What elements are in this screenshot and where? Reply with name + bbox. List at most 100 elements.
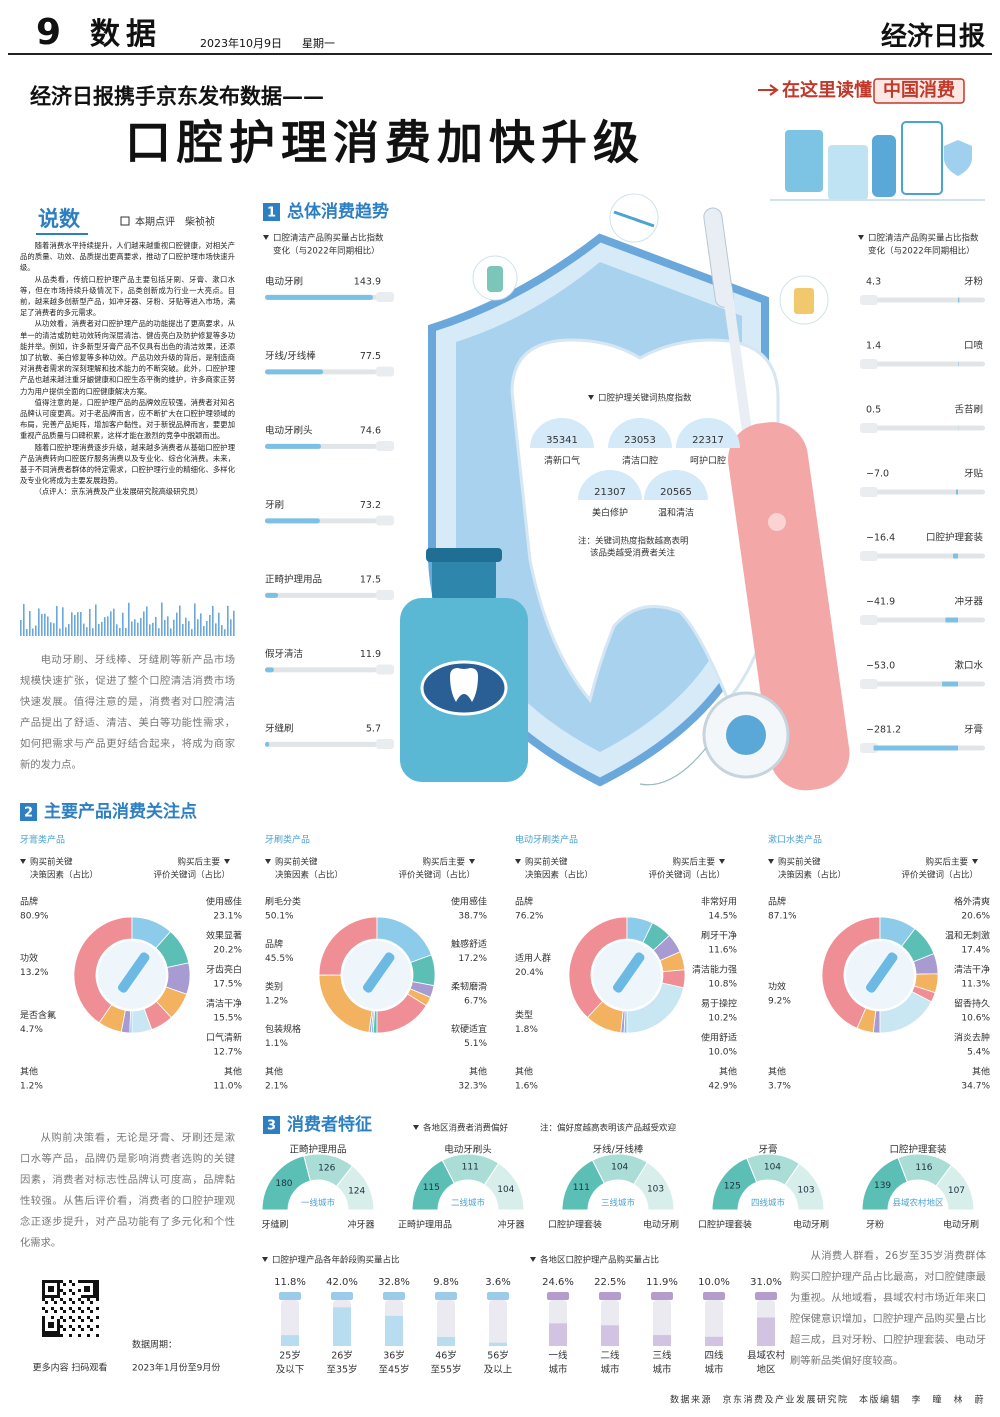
product-icon bbox=[613, 952, 645, 993]
keyword-name: 使用感佳 bbox=[451, 896, 487, 908]
qr-cell bbox=[51, 1322, 54, 1325]
qr-cell bbox=[57, 1283, 60, 1286]
qr-cell bbox=[90, 1310, 93, 1313]
keyword-value: 10.6% bbox=[961, 1014, 990, 1024]
brush-track bbox=[877, 361, 985, 367]
item-name: 牙膏 bbox=[964, 724, 983, 736]
qr-cell bbox=[78, 1307, 81, 1310]
qr-cell bbox=[42, 1322, 45, 1325]
brush-head bbox=[860, 487, 878, 497]
gauge-top-name: 电动牙刷头 bbox=[444, 1144, 492, 1156]
brush-head bbox=[860, 551, 878, 561]
bar bbox=[265, 592, 279, 598]
note: 各地区口腔护理产品购买量占比 bbox=[540, 1255, 659, 1266]
qr-cell bbox=[87, 1295, 90, 1298]
item-value: −281.2 bbox=[866, 725, 901, 736]
tube-label: 城市 bbox=[600, 1364, 620, 1376]
qr-cell bbox=[78, 1280, 81, 1283]
gauge-region: 一线城市 bbox=[301, 1198, 336, 1209]
panel-title: 牙刷类产品 bbox=[265, 834, 310, 846]
decor-bar bbox=[77, 612, 79, 636]
factor-value: 20.4% bbox=[515, 968, 544, 978]
qr-cell bbox=[72, 1328, 75, 1331]
section-badge bbox=[263, 203, 280, 221]
qr-cell bbox=[81, 1295, 84, 1298]
keyword-value: 20.2% bbox=[213, 946, 242, 956]
qr-cell bbox=[69, 1307, 72, 1310]
tube-cap bbox=[599, 1292, 621, 1300]
donut-segment bbox=[626, 982, 685, 1034]
decor-bar bbox=[101, 621, 103, 636]
commentary-body: 随着消费水平持续提升，人们越来越重视口腔健康，对相关产品的质量、功效、品质提出更… bbox=[20, 240, 235, 498]
tube-label: 二线 bbox=[600, 1350, 620, 1362]
qr-cell bbox=[51, 1307, 54, 1310]
decor-bar bbox=[95, 604, 97, 636]
decor-bar bbox=[26, 629, 28, 636]
qr-cell bbox=[51, 1280, 54, 1283]
factor-name: 类别 bbox=[265, 981, 283, 993]
decor-bar bbox=[110, 611, 112, 636]
gauge-segment bbox=[483, 1162, 525, 1211]
qr-cell bbox=[63, 1292, 66, 1295]
factor-value: 3.7% bbox=[768, 1082, 791, 1092]
qr-cell bbox=[69, 1289, 72, 1292]
gauge-left-name: 口腔护理套装 bbox=[698, 1219, 752, 1231]
brush-track bbox=[265, 667, 377, 673]
keyword-name: 清洁干净 bbox=[954, 964, 990, 976]
qr-cell bbox=[54, 1301, 57, 1304]
qr-cell bbox=[78, 1334, 81, 1337]
floss-thread bbox=[639, 747, 707, 786]
gauge-value: 180 bbox=[275, 1179, 292, 1189]
factor-value: 9.2% bbox=[768, 997, 791, 1007]
gauge-value: 107 bbox=[948, 1186, 965, 1196]
badge-box bbox=[873, 78, 965, 104]
item-name: 牙缝刷 bbox=[265, 723, 294, 735]
cup bbox=[785, 130, 823, 192]
qr-cell bbox=[42, 1298, 45, 1301]
tube-box bbox=[828, 145, 868, 200]
item-value: −41.9 bbox=[866, 597, 895, 608]
qr-cell bbox=[90, 1301, 93, 1304]
panel-header: 购买后主要 bbox=[672, 857, 715, 868]
keyword-value: 6.7% bbox=[464, 997, 487, 1007]
qr-cell bbox=[42, 1280, 45, 1283]
qr-cell bbox=[45, 1301, 48, 1304]
decor-bar bbox=[161, 602, 163, 636]
qr-cell bbox=[60, 1316, 63, 1319]
tube bbox=[705, 1300, 723, 1346]
keyword-value: 22317 bbox=[692, 435, 724, 446]
panel-title: 牙膏类产品 bbox=[20, 834, 65, 846]
gauge-value: 104 bbox=[764, 1163, 781, 1173]
brush-track bbox=[877, 297, 985, 303]
date: 2023年10月9日 bbox=[200, 36, 282, 50]
gauge-value: 103 bbox=[647, 1185, 664, 1195]
paragraph: 值得注意的是，口腔护理产品的品牌效应较强，消费者对知名品牌认可度更高。对于老品牌… bbox=[20, 397, 235, 441]
qr-cell bbox=[84, 1295, 87, 1298]
qr-cell bbox=[96, 1334, 99, 1337]
tube-fill bbox=[653, 1335, 671, 1346]
keyword-value: 20565 bbox=[660, 487, 692, 498]
qr-cell bbox=[51, 1325, 54, 1328]
brush-track bbox=[877, 681, 985, 687]
gauge-left-name: 牙粉 bbox=[866, 1219, 884, 1231]
tube-label: 一线 bbox=[548, 1350, 568, 1362]
qr-cell bbox=[81, 1301, 84, 1304]
keyword-name: 其他 bbox=[469, 1066, 487, 1078]
period: 数据周期： bbox=[132, 1339, 177, 1351]
factor-value: 80.9% bbox=[20, 912, 49, 922]
gauge-value: 111 bbox=[462, 1163, 479, 1173]
item-name: 漱口水 bbox=[954, 660, 983, 672]
decor-bar bbox=[86, 627, 88, 636]
donut-segment bbox=[821, 916, 881, 1029]
keyword-value: 10.8% bbox=[708, 980, 737, 990]
qr-cell bbox=[69, 1334, 72, 1337]
qr-cell bbox=[87, 1286, 90, 1289]
factor-name: 功效 bbox=[768, 981, 786, 993]
gauge-value: 115 bbox=[423, 1183, 440, 1193]
keyword-value: 23.1% bbox=[213, 912, 242, 922]
decor-bar bbox=[194, 603, 196, 636]
panel-header: 决策因素（占比） bbox=[30, 870, 98, 881]
bar bbox=[873, 745, 958, 751]
qr-cell bbox=[42, 1295, 45, 1298]
